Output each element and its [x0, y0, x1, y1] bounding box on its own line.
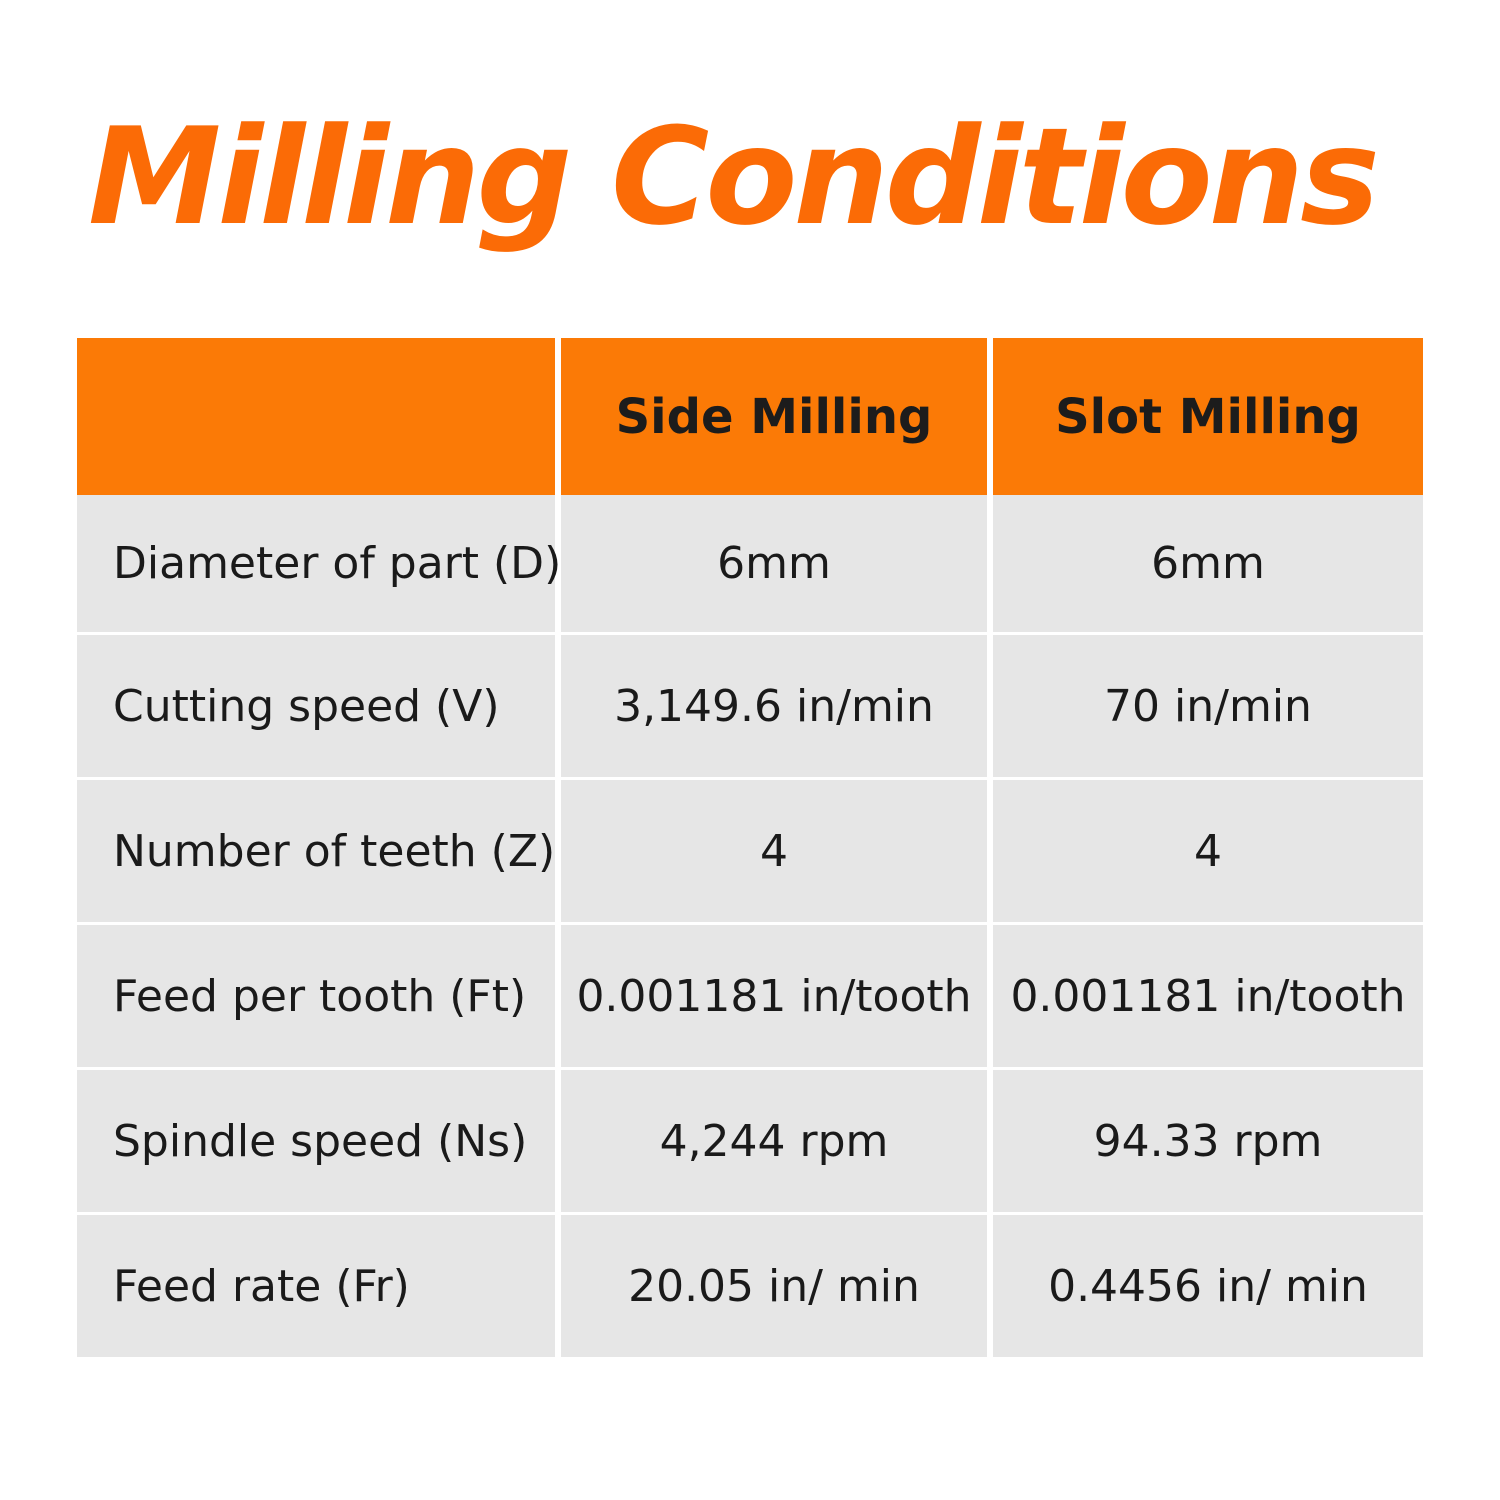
row-label: Cutting speed (V)	[77, 632, 561, 777]
table-header-row: Side Milling Slot Milling	[77, 338, 1423, 495]
page-title: Milling Conditions	[88, 99, 1380, 255]
row-label: Spindle speed (Ns)	[77, 1067, 561, 1212]
milling-conditions-table: Side Milling Slot Milling Diameter of pa…	[77, 338, 1423, 1357]
header-cell-side-milling: Side Milling	[561, 338, 993, 495]
slot-milling-value: 70 in/min	[993, 632, 1423, 777]
table-row: Spindle speed (Ns) 4,244 rpm 94.33 rpm	[77, 1067, 1423, 1212]
row-label: Feed rate (Fr)	[77, 1212, 561, 1357]
table-row: Cutting speed (V) 3,149.6 in/min 70 in/m…	[77, 632, 1423, 777]
row-label: Feed per tooth (Ft)	[77, 922, 561, 1067]
side-milling-value: 4	[561, 777, 993, 922]
header-cell-empty	[77, 338, 561, 495]
slot-milling-value: 0.4456 in/ min	[993, 1212, 1423, 1357]
header-cell-slot-milling: Slot Milling	[993, 338, 1423, 495]
side-milling-value: 20.05 in/ min	[561, 1212, 993, 1357]
slot-milling-value: 6mm	[993, 495, 1423, 632]
table-row: Diameter of part (D) 6mm 6mm	[77, 495, 1423, 632]
slot-milling-value: 94.33 rpm	[993, 1067, 1423, 1212]
side-milling-value: 3,149.6 in/min	[561, 632, 993, 777]
side-milling-value: 0.001181 in/tooth	[561, 922, 993, 1067]
side-milling-value: 6mm	[561, 495, 993, 632]
table-row: Number of teeth (Z) 4 4	[77, 777, 1423, 922]
row-label: Number of teeth (Z)	[77, 777, 561, 922]
side-milling-value: 4,244 rpm	[561, 1067, 993, 1212]
table-row: Feed per tooth (Ft) 0.001181 in/tooth 0.…	[77, 922, 1423, 1067]
table-row: Feed rate (Fr) 20.05 in/ min 0.4456 in/ …	[77, 1212, 1423, 1357]
slot-milling-value: 4	[993, 777, 1423, 922]
slot-milling-value: 0.001181 in/tooth	[993, 922, 1423, 1067]
row-label: Diameter of part (D)	[77, 495, 561, 632]
